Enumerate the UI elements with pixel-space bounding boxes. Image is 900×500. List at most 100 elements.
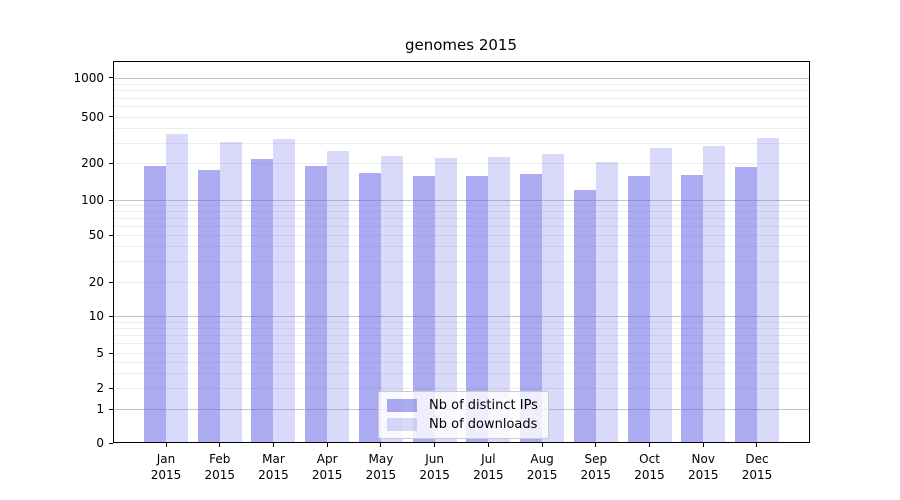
chart-title: genomes 2015 (404, 36, 518, 54)
bar-distinct-ips-aug (520, 174, 543, 443)
y-tick-label: 2 (96, 381, 104, 396)
y-tick-mark (109, 408, 113, 410)
legend: Nb of distinct IPs Nb of downloads (378, 391, 549, 439)
x-tick-month: Nov (691, 452, 715, 466)
x-tick-mark (702, 443, 704, 447)
x-tick-year: 2015 (419, 468, 450, 482)
x-tick-month: Dec (745, 452, 769, 466)
x-tick-label: Apr 2015 (296, 451, 358, 483)
x-tick-month: Oct (639, 452, 660, 466)
x-tick-mark (272, 443, 274, 447)
gridline-minor (113, 90, 810, 92)
y-tick-mark (109, 199, 113, 201)
x-tick-year: 2015 (258, 468, 289, 482)
bar-distinct-ips-jul (466, 176, 489, 443)
y-tick-label: 10 (88, 309, 104, 323)
gridline-minor (113, 97, 810, 99)
x-tick-label: Dec 2015 (726, 451, 788, 483)
x-tick-month: May (368, 452, 394, 466)
x-tick-label: Aug 2015 (511, 451, 573, 483)
y-tick-label: 500 (81, 109, 104, 124)
bar-downloads-feb (219, 141, 242, 443)
bar-distinct-ips-feb (197, 169, 220, 443)
legend-swatch-distinct-ips (387, 399, 417, 412)
x-tick-month: Aug (530, 452, 554, 466)
x-tick-month: Apr (316, 452, 338, 466)
x-tick-month: Feb (209, 452, 231, 466)
x-tick-label: Oct 2015 (619, 451, 681, 483)
x-tick-year: 2015 (741, 468, 773, 482)
y-tick-mark (109, 162, 113, 164)
x-tick-month: Jun (425, 452, 444, 466)
bar-downloads-jun (434, 157, 457, 443)
x-tick-mark (649, 443, 651, 447)
x-tick-month: Jul (481, 452, 496, 466)
y-tick-label: 5 (96, 346, 104, 361)
x-tick-year: 2015 (473, 468, 504, 482)
bar-downloads-oct (649, 148, 672, 443)
x-tick-label: Jun 2015 (404, 451, 466, 483)
bar-downloads-mar (273, 139, 296, 443)
y-tick-label: 50 (88, 228, 104, 242)
x-tick-year: 2015 (150, 468, 182, 482)
x-tick-month: Mar (262, 452, 285, 466)
y-tick-label: 1 (96, 402, 104, 417)
bar-distinct-ips-jun (412, 175, 435, 443)
x-tick-year: 2015 (687, 468, 719, 482)
x-tick-label: Sep 2015 (565, 451, 627, 483)
y-tick-mark (109, 315, 113, 317)
y-tick-label: 20 (88, 275, 104, 289)
bar-distinct-ips-dec (734, 166, 757, 443)
x-tick-mark (219, 443, 221, 447)
y-tick-label: 0 (96, 436, 104, 450)
gridline-minor (113, 106, 810, 108)
bar-downloads-may (380, 155, 403, 443)
x-tick-label: Mar 2015 (242, 451, 304, 483)
x-tick-mark (434, 443, 436, 447)
x-tick-year: 2015 (634, 468, 665, 482)
gridline-major (113, 77, 810, 79)
bar-distinct-ips-jan (144, 165, 166, 443)
y-tick-mark (109, 281, 113, 283)
legend-item-downloads: Nb of downloads (387, 417, 538, 432)
x-tick-mark (165, 443, 167, 447)
x-tick-label: Nov 2015 (672, 451, 734, 483)
legend-item-distinct-ips: Nb of distinct IPs (387, 398, 538, 413)
x-tick-mark (541, 443, 543, 447)
bar-distinct-ips-sep (573, 190, 596, 443)
bar-downloads-aug (542, 154, 565, 443)
x-tick-month: Jan (156, 452, 176, 466)
x-tick-label: Jan 2015 (135, 451, 197, 483)
x-tick-month: Sep (584, 452, 608, 466)
bar-downloads-sep (595, 162, 618, 443)
y-tick-mark (109, 442, 113, 444)
bar-distinct-ips-oct (627, 175, 650, 443)
y-tick-mark (109, 116, 113, 118)
bar-downloads-jan (166, 134, 188, 443)
y-tick-label: 200 (81, 156, 104, 171)
x-tick-mark (756, 443, 758, 447)
x-tick-mark (326, 443, 328, 447)
x-tick-year: 2015 (204, 468, 235, 482)
bar-downloads-jul (488, 156, 511, 443)
x-tick-mark (380, 443, 382, 447)
x-tick-label: May 2015 (350, 451, 412, 483)
gridline-minor (113, 142, 810, 144)
x-tick-label: Feb 2015 (189, 451, 251, 483)
y-tick-mark (109, 234, 113, 236)
gridline-minor (113, 128, 810, 130)
y-tick-label: 1000 (73, 70, 104, 85)
x-tick-mark (595, 443, 597, 447)
x-tick-mark (487, 443, 489, 447)
y-tick-label: 100 (81, 193, 104, 207)
bar-distinct-ips-apr (305, 166, 328, 443)
bar-downloads-apr (327, 150, 350, 443)
y-tick-mark (109, 77, 113, 79)
x-tick-year: 2015 (311, 468, 343, 482)
x-tick-year: 2015 (526, 468, 558, 482)
x-tick-year: 2015 (580, 468, 612, 482)
bar-distinct-ips-may (358, 173, 381, 443)
gridline-minor (113, 116, 810, 118)
bar-downloads-dec (756, 137, 779, 443)
